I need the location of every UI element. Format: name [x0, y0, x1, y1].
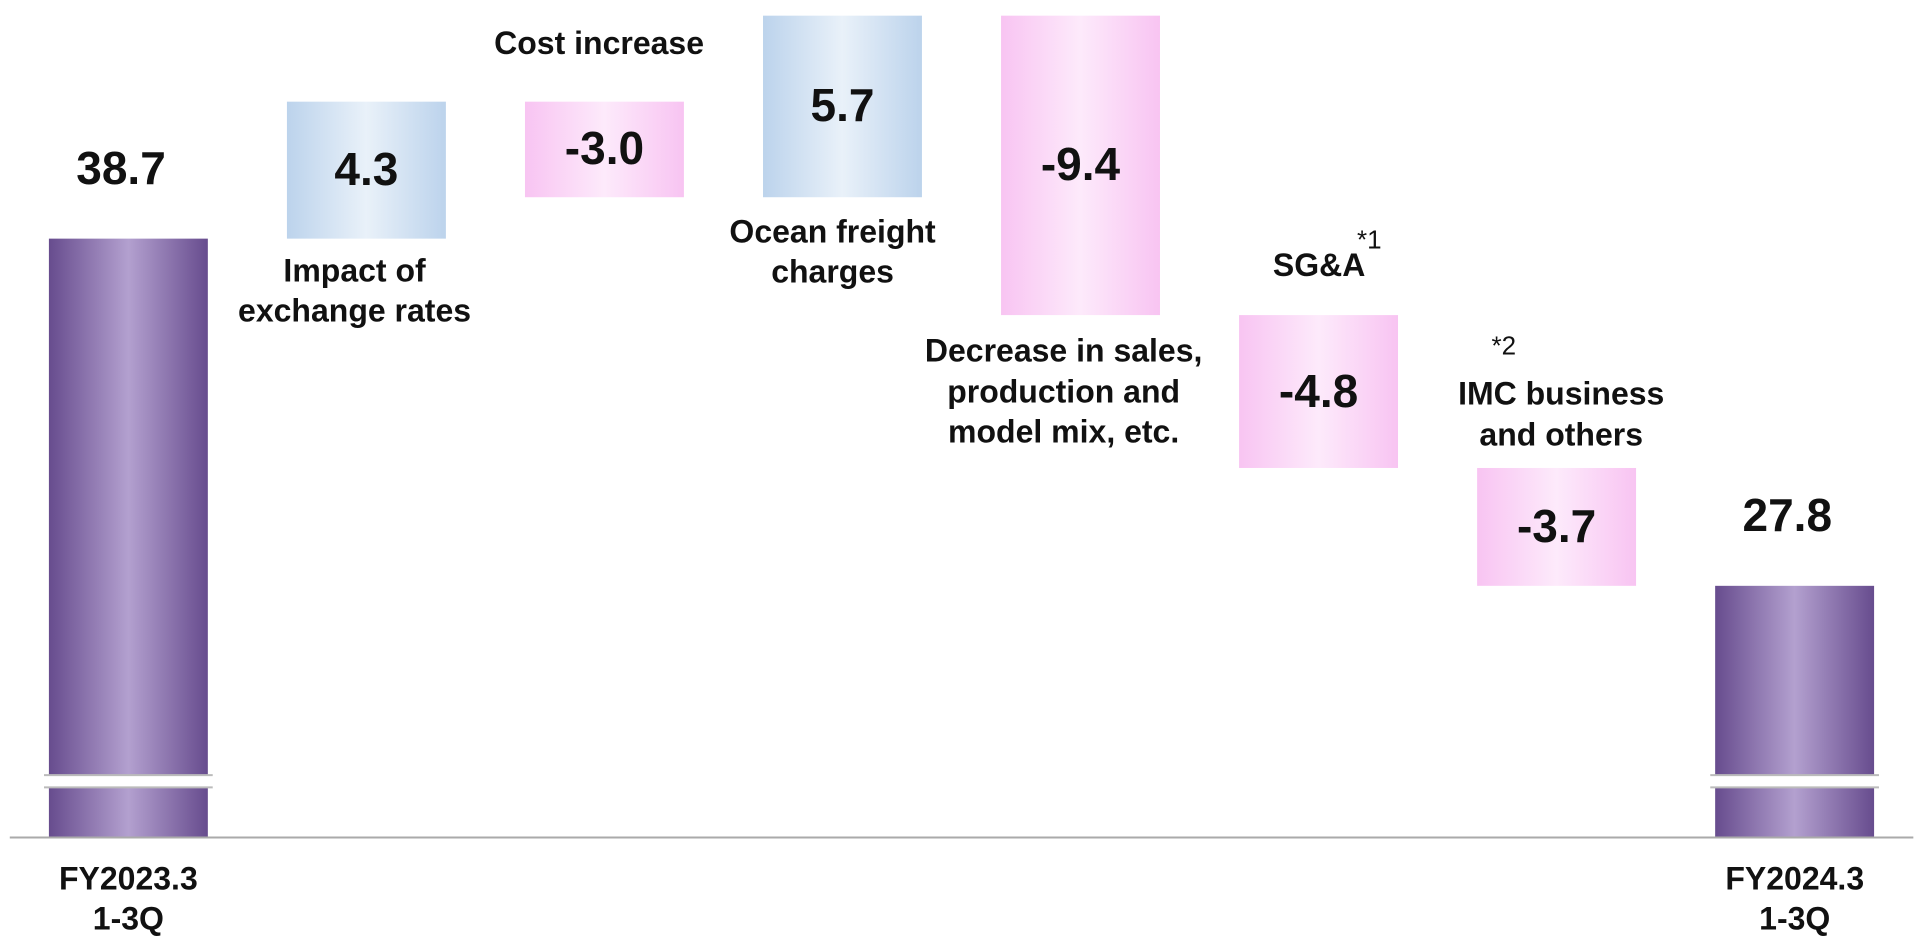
- bar: [1477, 467, 1637, 586]
- value-label: -4.8: [1278, 364, 1359, 417]
- footnote-marker: *2: [1491, 330, 1517, 361]
- value-label: -3.0: [564, 122, 645, 175]
- bar: [48, 238, 208, 838]
- value-label: 27.8: [1742, 489, 1833, 542]
- bar: [524, 101, 684, 198]
- bar: [1715, 585, 1875, 838]
- axis-break: [1710, 775, 1879, 788]
- bar: [763, 15, 922, 198]
- value-label: -3.7: [1516, 499, 1597, 552]
- category-label: FY2023.3 1-3Q: [58, 860, 198, 937]
- value-label: 38.7: [76, 141, 166, 194]
- bar: [286, 101, 446, 239]
- category-label: Cost increase: [494, 24, 704, 61]
- category-label: SG&A: [1272, 247, 1366, 284]
- value-label: -9.4: [1040, 138, 1121, 191]
- category-label: Impact of exchange rates: [238, 252, 472, 329]
- category-label: Ocean freight charges: [729, 213, 936, 290]
- category-label: FY2024.3 1-3Q: [1725, 860, 1865, 937]
- value-label: 5.7: [810, 79, 875, 132]
- footnote-marker: *1: [1356, 224, 1382, 255]
- bar: [1239, 315, 1399, 468]
- category-label: IMC business and others: [1458, 376, 1665, 453]
- value-label: 4.3: [334, 143, 399, 196]
- bar: [1001, 15, 1160, 316]
- category-label: Decrease in sales, production and model …: [924, 332, 1203, 450]
- axis-break: [44, 775, 213, 788]
